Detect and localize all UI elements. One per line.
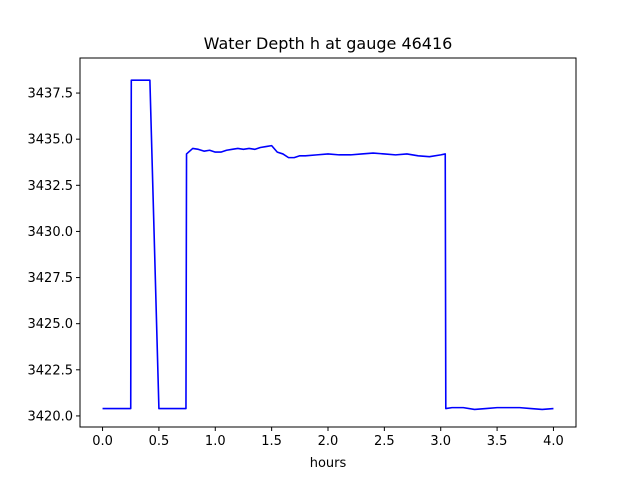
x-tick-label: 2.5 (374, 434, 395, 449)
x-tick-label: 3.5 (487, 434, 508, 449)
plot-layer: 0.0 0.5 1.0 1.5 2.0 2.5 3.0 3.5 4.0 3420.0 3422.5 3… (28, 57, 577, 449)
x-tick-label: 3.0 (430, 434, 451, 449)
x-tick-label: 4.0 (543, 434, 564, 449)
y-tick-label: 3420.0 (28, 409, 74, 424)
y-tick-label: 3430.0 (28, 225, 74, 240)
y-tick-label: 3422.5 (28, 363, 74, 378)
x-tick-label: 0.5 (149, 434, 170, 449)
x-tick-label: 1.5 (261, 434, 282, 449)
y-tick-label: 3435.0 (28, 133, 74, 148)
x-axis-label: hours (310, 456, 347, 471)
y-tick-label: 3425.0 (28, 317, 74, 332)
plot-frame (79, 57, 577, 428)
chart-title: Water Depth h at gauge 46416 (204, 34, 453, 53)
y-tick-label: 3432.5 (28, 179, 74, 194)
x-tick-label: 2.0 (318, 434, 339, 449)
x-tick-label: 1.0 (205, 434, 226, 449)
y-tick-label: 3427.5 (28, 271, 74, 286)
y-tick-label: 3437.5 (28, 87, 74, 102)
series-line-0 (102, 79, 554, 411)
x-tick-label: 0.0 (92, 434, 113, 449)
